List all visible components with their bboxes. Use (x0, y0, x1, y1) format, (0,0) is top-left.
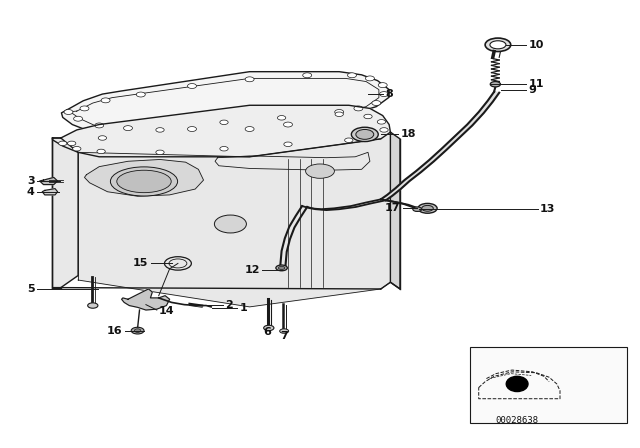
Ellipse shape (364, 114, 372, 119)
Ellipse shape (95, 123, 104, 128)
Ellipse shape (348, 73, 356, 78)
Ellipse shape (335, 112, 344, 116)
Ellipse shape (74, 116, 83, 121)
Ellipse shape (378, 120, 385, 124)
Ellipse shape (134, 329, 141, 332)
Text: 00028638: 00028638 (495, 416, 539, 425)
Ellipse shape (422, 205, 433, 211)
Ellipse shape (413, 207, 422, 211)
Polygon shape (52, 105, 390, 157)
Ellipse shape (380, 128, 388, 132)
Ellipse shape (188, 83, 196, 88)
Ellipse shape (351, 127, 378, 142)
Text: 16: 16 (107, 326, 122, 336)
Ellipse shape (124, 125, 132, 131)
Text: 9: 9 (529, 85, 536, 95)
Text: 7: 7 (280, 331, 288, 341)
Text: 6: 6 (264, 327, 271, 337)
Ellipse shape (111, 167, 178, 196)
Ellipse shape (365, 76, 374, 81)
Ellipse shape (284, 142, 292, 146)
Ellipse shape (64, 109, 73, 114)
Ellipse shape (356, 129, 374, 139)
Ellipse shape (378, 82, 387, 87)
Ellipse shape (485, 38, 511, 52)
Ellipse shape (264, 325, 274, 331)
Ellipse shape (156, 150, 164, 155)
Polygon shape (52, 138, 78, 288)
Text: 10: 10 (529, 40, 544, 50)
Text: 8: 8 (385, 89, 393, 99)
Ellipse shape (131, 327, 144, 334)
Ellipse shape (284, 122, 292, 127)
Polygon shape (122, 289, 170, 310)
Ellipse shape (59, 141, 67, 146)
Ellipse shape (372, 100, 381, 105)
Ellipse shape (364, 134, 372, 139)
Ellipse shape (335, 109, 344, 114)
Ellipse shape (276, 265, 287, 271)
Ellipse shape (68, 141, 76, 146)
Polygon shape (61, 72, 389, 134)
Text: 12: 12 (244, 265, 260, 275)
Ellipse shape (245, 127, 254, 132)
Ellipse shape (490, 82, 500, 87)
Ellipse shape (245, 77, 254, 82)
Text: 13: 13 (540, 204, 556, 214)
Polygon shape (84, 159, 204, 196)
Text: 5: 5 (27, 284, 35, 294)
Text: 2: 2 (225, 300, 233, 310)
Ellipse shape (88, 303, 98, 308)
Text: 17: 17 (385, 203, 401, 213)
Ellipse shape (101, 98, 110, 103)
Text: 4: 4 (27, 187, 35, 197)
Polygon shape (42, 189, 58, 195)
Ellipse shape (116, 170, 172, 193)
Text: 14: 14 (159, 306, 174, 316)
Ellipse shape (188, 127, 196, 132)
Ellipse shape (344, 138, 353, 142)
Ellipse shape (354, 106, 363, 111)
Ellipse shape (418, 203, 437, 213)
Ellipse shape (80, 106, 89, 111)
Text: 1: 1 (239, 303, 247, 313)
Ellipse shape (214, 215, 246, 233)
Ellipse shape (73, 146, 81, 151)
FancyBboxPatch shape (470, 347, 627, 423)
Text: 18: 18 (401, 129, 416, 139)
Text: 15: 15 (133, 258, 148, 268)
Polygon shape (390, 132, 400, 289)
Ellipse shape (278, 266, 285, 269)
Ellipse shape (278, 116, 286, 120)
Text: 11: 11 (529, 79, 544, 89)
Ellipse shape (97, 149, 105, 154)
Ellipse shape (306, 164, 334, 178)
Ellipse shape (99, 136, 106, 140)
Ellipse shape (280, 329, 289, 333)
Ellipse shape (380, 91, 388, 96)
Text: 3: 3 (27, 176, 35, 186)
Ellipse shape (136, 92, 145, 97)
Ellipse shape (220, 146, 228, 151)
Ellipse shape (303, 73, 312, 78)
Ellipse shape (220, 120, 228, 125)
Ellipse shape (156, 128, 164, 132)
Polygon shape (381, 92, 499, 200)
Ellipse shape (490, 41, 506, 49)
Polygon shape (40, 177, 58, 185)
Polygon shape (78, 132, 390, 307)
Circle shape (506, 376, 528, 392)
